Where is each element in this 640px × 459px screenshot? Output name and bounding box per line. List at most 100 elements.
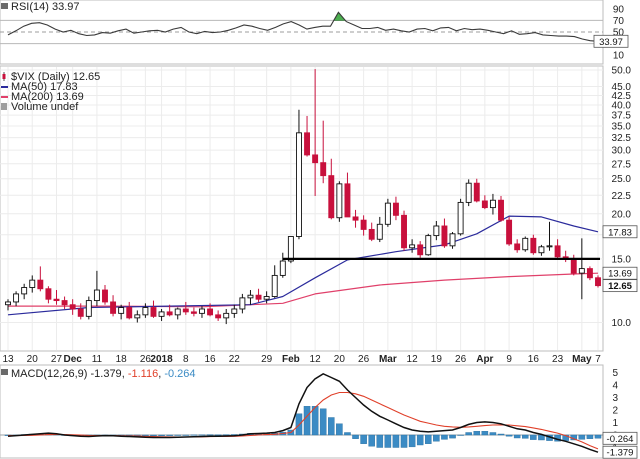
candle-body <box>570 258 577 274</box>
rsi-line <box>7 11 599 42</box>
candle-body <box>150 307 157 317</box>
price-tick-label: 40.0 <box>612 101 632 112</box>
volume-legend-icon <box>1 103 7 110</box>
candle <box>433 220 440 241</box>
candle-body <box>304 132 310 156</box>
x-axis-label: 29 <box>261 354 273 365</box>
macd-title-hist: -0.264 <box>164 368 195 380</box>
x-axis-label: 20 <box>27 354 39 365</box>
price-tick-label: 27.5 <box>612 159 632 170</box>
candle-body <box>296 132 302 237</box>
macd-histogram-bar <box>521 434 529 439</box>
macd-histogram-bar <box>368 434 375 447</box>
candle <box>199 306 205 318</box>
macd-histogram-bar <box>344 432 351 436</box>
candle-body <box>538 246 545 254</box>
candle-body <box>368 228 375 240</box>
price-tick-label: 30.0 <box>612 146 632 157</box>
rsi-tick-label: 70 <box>613 16 625 27</box>
macd-histogram-bar <box>311 406 319 436</box>
x-axis-label: May <box>572 354 592 365</box>
x-axis-label: 8 <box>183 354 189 365</box>
macd-histogram-bar <box>214 434 222 436</box>
candle-body <box>287 236 294 262</box>
candle-body <box>110 301 117 314</box>
price-badge-label: 12.65 <box>608 281 632 292</box>
price-legend-label: $VIX (Daily) 12.65 <box>11 71 100 83</box>
candle-legend-body <box>2 74 6 79</box>
candle <box>376 216 383 243</box>
candle <box>102 285 108 305</box>
candle-body <box>578 268 585 274</box>
candle <box>554 239 561 259</box>
candle <box>45 286 52 304</box>
candle-body <box>449 233 456 247</box>
candle <box>360 215 367 236</box>
candle-body <box>376 223 383 240</box>
price-tick-label: 32.5 <box>612 133 632 144</box>
macd-histogram-bar <box>336 423 343 436</box>
candle <box>425 233 432 256</box>
macd-histogram-bar <box>360 434 367 444</box>
rsi-value-badge: 33.97 <box>593 34 629 48</box>
candle <box>296 109 302 240</box>
candle-body <box>360 219 367 230</box>
candle <box>69 299 76 315</box>
candle-body <box>61 300 68 306</box>
candle <box>166 304 173 317</box>
candle <box>5 299 11 311</box>
candle-body <box>255 294 262 300</box>
candle <box>182 301 189 315</box>
candle-body <box>457 201 464 235</box>
candle <box>352 209 359 228</box>
candle <box>312 69 319 196</box>
macd-histogram-bar <box>190 434 198 436</box>
macd-histogram-bar <box>384 434 392 448</box>
candle <box>538 244 545 256</box>
candle <box>530 234 537 255</box>
price-value-badge: 17.83 <box>602 225 638 238</box>
candle <box>457 198 464 236</box>
candle <box>498 195 504 222</box>
candle-body <box>595 277 601 287</box>
candle <box>271 265 278 298</box>
price-tick-label: 50.0 <box>612 66 632 77</box>
candle <box>481 195 488 210</box>
price-badge-box <box>602 279 638 293</box>
macd-histogram-bar <box>578 434 586 440</box>
candle-body <box>336 183 343 219</box>
candle-body <box>522 237 529 251</box>
candle-body <box>223 312 230 319</box>
x-axis-label: 20 <box>334 354 346 365</box>
price-badge-label: 13.69 <box>608 269 632 280</box>
macd-badge-label: -1.379 <box>607 448 634 459</box>
macd-histogram-bar <box>594 434 602 439</box>
x-axis-label: 2018 <box>150 354 173 365</box>
candle <box>595 275 601 288</box>
macd-line <box>7 372 599 453</box>
candle <box>368 222 375 242</box>
candle-body <box>166 311 173 316</box>
candle-body <box>489 199 496 209</box>
candle <box>336 181 343 222</box>
candle-body <box>53 298 60 302</box>
macd-panel: -1012345 MACD(12,26,9) -1.379, -1.116, -… <box>0 364 638 459</box>
macd-histogram-bar <box>328 417 335 436</box>
macd-histogram-bar <box>416 434 424 446</box>
candle-body <box>174 308 181 316</box>
macd-histogram-bar <box>352 434 359 439</box>
candle <box>231 304 238 318</box>
price-legend-item: $VIX (Daily) 12.65 <box>2 71 100 83</box>
candle-body <box>441 225 448 247</box>
candle-body <box>69 304 76 310</box>
candle <box>190 307 197 317</box>
candle <box>174 307 181 320</box>
x-axis-label: 18 <box>116 354 128 365</box>
price-legend-label: MA(200) 13.69 <box>11 91 84 103</box>
price-legend-item: Volume undef <box>1 101 79 113</box>
macd-histogram-bar <box>433 434 440 442</box>
candle-body <box>514 243 521 251</box>
macd-histogram-bar <box>481 431 489 436</box>
macd-badge-label: -0.264 <box>607 434 634 445</box>
macd-tick-label: 2 <box>612 406 618 417</box>
